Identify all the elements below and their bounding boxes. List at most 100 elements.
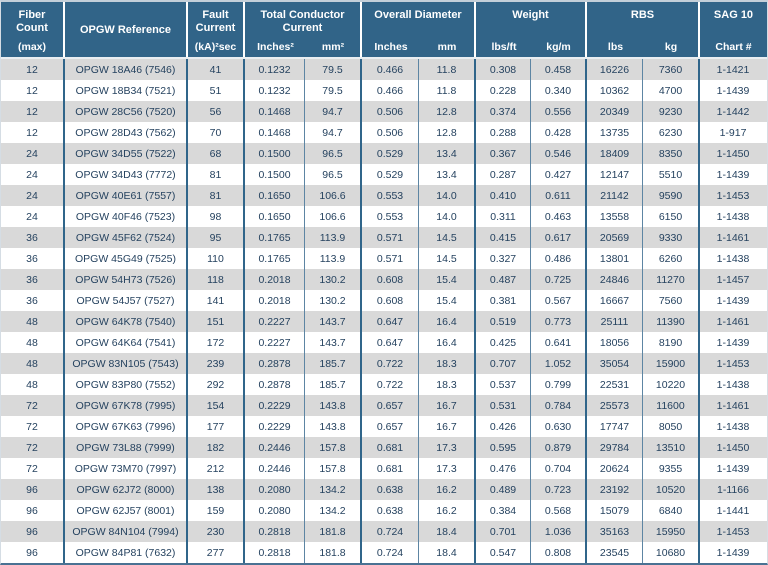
- table-cell: 1-1438: [716, 210, 750, 223]
- table-row: 36 OPGW 54H73 (7526) 118 0.2018 130.2 0.608 15…: [1, 269, 767, 290]
- table-cell: 12: [1, 59, 65, 80]
- table-cell: 0.722: [362, 374, 419, 395]
- table-cell: 0.327: [476, 248, 531, 269]
- table-cell: OPGW 40E61 (7557): [65, 185, 188, 206]
- table-cell: 18056: [587, 332, 643, 353]
- table-row: 72 OPGW 73M70 (7997) 212 0.2446 157.8 0.681 17…: [1, 458, 767, 479]
- table-cell: 143.8: [305, 416, 362, 437]
- table-cell: 72: [1, 458, 65, 479]
- table-cell: 0.1232: [245, 80, 305, 101]
- table-cell: 18.3: [419, 353, 476, 374]
- table-cell: 12: [1, 101, 65, 122]
- table-cell: 0.427: [531, 164, 587, 185]
- table-cell: 106.6: [305, 206, 362, 227]
- header-opgw-reference-label: OPGW Reference: [79, 23, 172, 36]
- table-cell: 48: [1, 374, 65, 395]
- table-cell: 16.2: [419, 479, 476, 500]
- table-cell: OPGW 84P81 (7632): [65, 542, 188, 563]
- table-row: 96 OPGW 62J72 (8000) 138 0.2080 134.2 0.638 16…: [1, 479, 767, 500]
- table-cell: 14.5: [419, 248, 476, 269]
- header-weight-label: Weight: [512, 9, 549, 21]
- table-cell: 0.489: [476, 479, 531, 500]
- table-cell: 0.537: [476, 374, 531, 395]
- table-cell: OPGW 45G49 (7525): [65, 248, 188, 269]
- header-weight-lbsft-unit: lbs/ft: [491, 40, 517, 53]
- table-cell: 12: [1, 80, 65, 101]
- table-cell: 0.2818: [245, 542, 305, 563]
- table-cell: 48: [1, 332, 65, 353]
- table-cell: 13510: [643, 437, 700, 458]
- table-cell: 0.1765: [245, 248, 305, 269]
- table-cell: 6150: [643, 206, 700, 227]
- table-cell: 0.2229: [245, 416, 305, 437]
- table-cell: 1-1439: [716, 462, 750, 475]
- table-cell: 13.4: [419, 164, 476, 185]
- table-row: 24 OPGW 40F46 (7523) 98 0.1650 106.6 0.553 14.…: [1, 206, 767, 227]
- table-cell: 18409: [587, 143, 643, 164]
- table-cell: 0.641: [531, 332, 587, 353]
- table-cell: 292: [188, 374, 245, 395]
- table-cell: 0.384: [476, 500, 531, 521]
- header-sag10-chart: SAG 10 Chart #: [700, 2, 767, 57]
- table-cell: 36: [1, 248, 65, 269]
- table-cell: 23192: [587, 479, 643, 500]
- table-cell: 15950: [643, 521, 700, 542]
- table-row: 12 OPGW 28D43 (7562) 70 0.1468 94.7 0.506 12.8…: [1, 122, 767, 143]
- table-cell: 0.611: [531, 185, 587, 206]
- table-cell: 12.8: [419, 122, 476, 143]
- table-body: 12 OPGW 18A46 (7546) 41 0.1232 79.5 0.466 11.8…: [1, 59, 767, 563]
- table-cell: 9230: [643, 101, 700, 122]
- table-row: 48 OPGW 83P80 (7552) 292 0.2878 185.7 0.722 18…: [1, 374, 767, 395]
- table-row: 36 OPGW 45F62 (7524) 95 0.1765 113.9 0.571 14.…: [1, 227, 767, 248]
- table-cell: 1-1439: [716, 294, 750, 307]
- table-cell: 0.704: [531, 458, 587, 479]
- table-cell: 0.608: [362, 269, 419, 290]
- table-cell: 14.0: [419, 185, 476, 206]
- table-cell: 1-1438: [716, 378, 750, 391]
- table-cell: 0.784: [531, 395, 587, 416]
- table-cell: OPGW 34D55 (7522): [65, 143, 188, 164]
- table-cell: 13.4: [419, 143, 476, 164]
- table-row: 72 OPGW 73L88 (7999) 182 0.2446 157.8 0.681 17…: [1, 437, 767, 458]
- table-cell: 106.6: [305, 185, 362, 206]
- table-cell: 159: [188, 500, 245, 521]
- table-cell: 277: [188, 542, 245, 563]
- table-cell: OPGW 45F62 (7524): [65, 227, 188, 248]
- table-cell: 0.556: [531, 101, 587, 122]
- table-cell: 0.529: [362, 143, 419, 164]
- table-cell: 0.487: [476, 269, 531, 290]
- table-cell: 18.3: [419, 374, 476, 395]
- header-total-conductor-mm-unit: mm²: [321, 40, 345, 53]
- table-cell: 0.681: [362, 458, 419, 479]
- table-cell: 0.381: [476, 290, 531, 311]
- table-cell: 0.1500: [245, 164, 305, 185]
- table-cell: 0.287: [476, 164, 531, 185]
- table-cell: 18.4: [419, 521, 476, 542]
- table-cell: 29784: [587, 437, 643, 458]
- table-cell: 14.5: [419, 227, 476, 248]
- table-cell: 0.571: [362, 248, 419, 269]
- header-weight-kgm-unit: kg/m: [546, 40, 571, 53]
- table-cell: 96: [1, 500, 65, 521]
- table-cell: 16.2: [419, 500, 476, 521]
- table-cell: 8190: [643, 332, 700, 353]
- table-cell: 95: [188, 227, 245, 248]
- table-cell: 0.2080: [245, 479, 305, 500]
- table-cell: 0.425: [476, 332, 531, 353]
- table-cell: 15.4: [419, 290, 476, 311]
- table-cell: 0.458: [531, 59, 587, 80]
- table-cell: 13558: [587, 206, 643, 227]
- table-cell: 36: [1, 227, 65, 248]
- table-cell: 16.7: [419, 416, 476, 437]
- table-cell: 0.2878: [245, 353, 305, 374]
- table-cell: 11600: [643, 395, 700, 416]
- table-cell: 0.476: [476, 458, 531, 479]
- table-cell: 16.4: [419, 311, 476, 332]
- table-cell: 94.7: [305, 122, 362, 143]
- table-cell: 96.5: [305, 143, 362, 164]
- table-cell: 16.4: [419, 332, 476, 353]
- table-cell: 0.722: [362, 353, 419, 374]
- table-cell: 12147: [587, 164, 643, 185]
- table-row: 24 OPGW 34D43 (7772) 81 0.1500 96.5 0.529 13.4…: [1, 164, 767, 185]
- table-cell: 1-1421: [716, 63, 750, 76]
